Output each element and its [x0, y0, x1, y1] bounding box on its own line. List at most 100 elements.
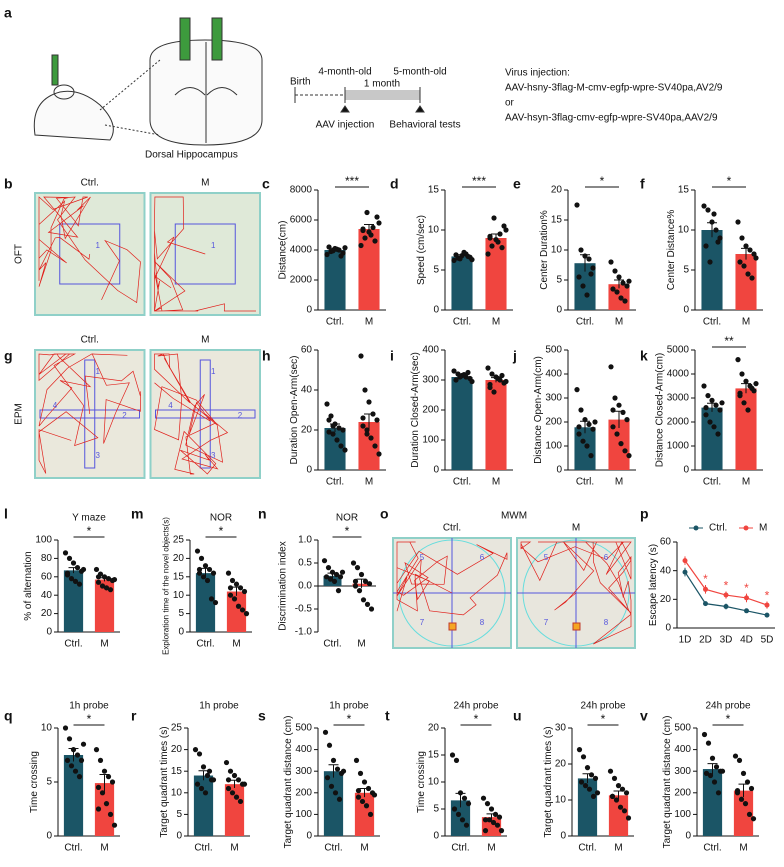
y-tick-label: 2000	[290, 275, 313, 286]
timeline-arrows	[340, 105, 425, 113]
data-point	[607, 768, 614, 774]
x-tick-label: M	[492, 477, 500, 488]
panel-letter: p	[640, 506, 649, 522]
data-point	[574, 202, 580, 208]
y-axis-label: Target quadrant times (s)	[159, 726, 170, 837]
schematic-art	[33, 17, 425, 146]
data-point	[326, 417, 332, 423]
data-point	[610, 424, 616, 430]
data-point	[66, 555, 73, 562]
legend-marker	[743, 525, 749, 531]
x-tick-label: 5D	[761, 635, 774, 646]
y-tick-label: 25	[171, 723, 183, 734]
y-tick-label: 0.5	[298, 558, 312, 569]
y-tick-label: 20	[41, 608, 53, 619]
data-point	[355, 794, 362, 800]
chart-title: 1h probe	[329, 701, 369, 712]
y-tick-label: 1000	[667, 441, 690, 452]
significance-label: *	[727, 174, 732, 188]
data-point	[590, 793, 597, 800]
data-point	[459, 817, 466, 823]
data-point	[241, 588, 248, 595]
y-tick-label: 15	[678, 185, 690, 196]
data-point	[622, 298, 628, 304]
data-point	[352, 578, 359, 585]
data-point	[749, 275, 755, 281]
bar	[94, 783, 115, 836]
x-tick-label: Ctrl.	[196, 639, 214, 650]
data-point	[324, 251, 330, 258]
data-point	[95, 806, 102, 812]
x-tick-label: M	[742, 317, 750, 328]
data-point	[487, 381, 493, 388]
schematic-label: 1 month	[364, 79, 400, 90]
bar	[485, 380, 507, 470]
data-point	[503, 378, 509, 385]
data-point	[237, 585, 244, 591]
data-point	[62, 550, 69, 556]
data-point	[713, 764, 720, 770]
y-tick-label: 10	[678, 225, 690, 236]
image-label: Ctrl.	[443, 523, 461, 534]
y-tick-label: 20	[551, 185, 563, 196]
y-axis-label: Distance Open-Arm(cm)	[533, 356, 544, 464]
data-point	[192, 747, 199, 753]
platform	[572, 622, 581, 631]
data-point	[66, 736, 73, 742]
y-tick-label: 10	[555, 795, 567, 806]
data-point	[330, 423, 336, 429]
significance-label: **	[724, 334, 734, 348]
data-point	[719, 400, 725, 406]
bar	[735, 254, 757, 310]
data-point	[350, 560, 357, 566]
zone-label: 4	[168, 401, 173, 410]
data-point	[366, 581, 373, 587]
y-axis-label: Target quadrant distance (cm)	[662, 716, 673, 849]
y-tick-label: 5	[433, 265, 439, 276]
data-point	[101, 768, 108, 774]
bar	[324, 428, 346, 470]
significance-label: ***	[472, 174, 486, 188]
data-point	[764, 602, 770, 608]
schematic-label: Dorsal Hippocampus	[145, 150, 238, 161]
data-point	[741, 263, 747, 269]
y-tick-label: 20	[555, 759, 567, 770]
bar	[485, 238, 507, 310]
data-point	[337, 574, 344, 580]
y-tick-label: 40	[660, 565, 672, 576]
y-axis-label: Time crossing	[29, 751, 40, 813]
data-point	[576, 274, 582, 280]
image-label: Ctrl.	[81, 178, 99, 189]
x-tick-label: Ctrl.	[453, 477, 471, 488]
data-point	[103, 801, 110, 807]
data-point	[455, 811, 462, 818]
data-point	[225, 785, 232, 792]
trajectory	[38, 196, 141, 304]
data-point	[457, 790, 464, 796]
data-point	[764, 612, 770, 618]
y-tick-label: 400	[422, 345, 439, 356]
significance-label: *	[703, 572, 708, 586]
data-point	[744, 608, 749, 614]
chart-title: NOR	[336, 513, 358, 524]
y-tick-label: 500	[674, 723, 691, 734]
significance-label: *	[347, 712, 352, 726]
chart-title: 1h probe	[69, 701, 109, 712]
y-tick-label: 20	[301, 425, 313, 436]
y-tick-label: 100	[545, 441, 562, 452]
panel-letter: d	[390, 176, 399, 192]
data-point	[701, 203, 707, 209]
zone-label: 6	[480, 553, 485, 562]
y-tick-label: 500	[295, 723, 312, 734]
zone-label: 2	[238, 411, 243, 420]
data-point	[235, 777, 242, 783]
data-point	[335, 588, 342, 594]
data-point	[453, 757, 460, 764]
x-tick-label: M	[365, 477, 373, 488]
chart-title: 24h probe	[705, 701, 750, 712]
chart-title: 1h probe	[199, 701, 239, 712]
data-point	[719, 768, 726, 774]
data-point	[484, 801, 491, 807]
data-point	[374, 417, 380, 423]
x-tick-label: Ctrl.	[451, 843, 469, 854]
